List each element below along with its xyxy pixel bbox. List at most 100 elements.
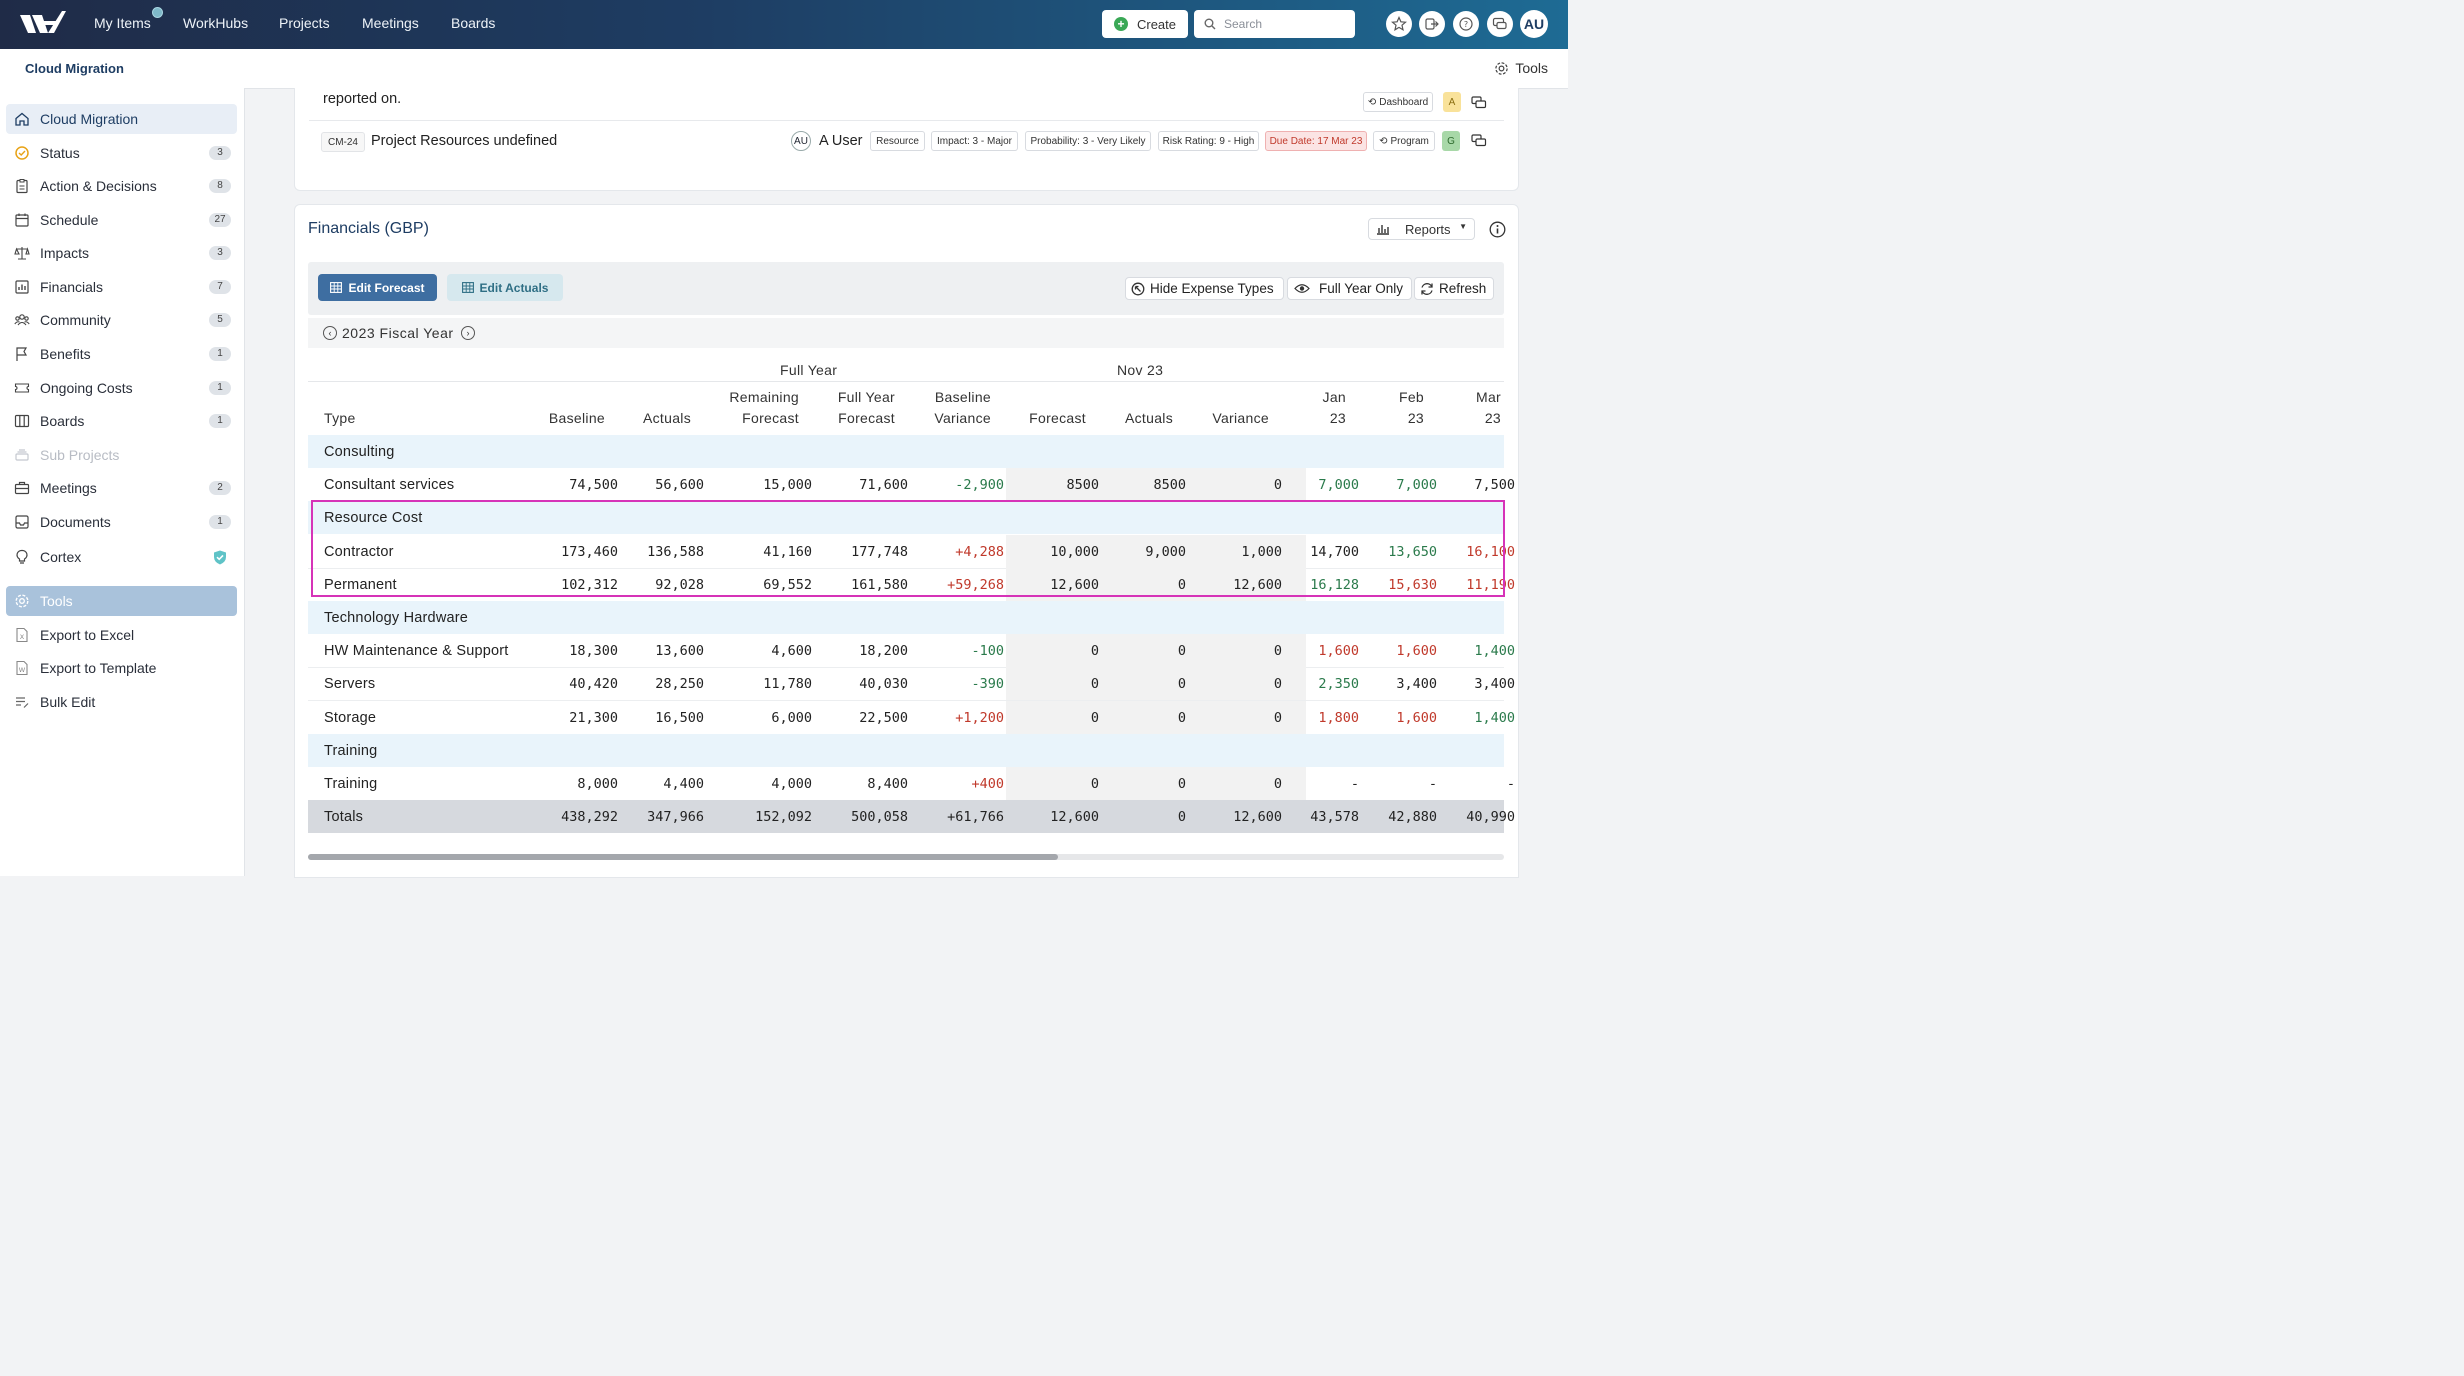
cell-forecast: 0: [1090, 709, 1099, 726]
count-badge: 3: [209, 146, 231, 160]
cell-baseline-variance: -390: [971, 676, 1004, 693]
create-button[interactable]: + Create: [1102, 10, 1188, 38]
cell-month-actuals: 0: [1177, 576, 1186, 593]
breadcrumb[interactable]: Cloud Migration: [25, 61, 124, 76]
cell-jan: 7,000: [1318, 477, 1359, 494]
nav-meetings[interactable]: Meetings: [362, 15, 419, 31]
sidebar-item-export-template[interactable]: W Export to Template: [6, 653, 237, 683]
comments-icon[interactable]: [1471, 134, 1487, 148]
nav-workhubs[interactable]: WorkHubs: [183, 15, 249, 31]
row-label: Contractor: [324, 543, 394, 560]
reports-dropdown[interactable]: Reports ▼: [1368, 218, 1475, 240]
cell-remaining-forecast: 11,780: [763, 676, 812, 693]
search-placeholder: Search: [1224, 17, 1263, 31]
cell-month-actuals: 0: [1177, 776, 1186, 792]
cell-actuals: 28,250: [655, 676, 704, 693]
refresh-icon: [1421, 283, 1433, 295]
row-label: Totals: [324, 809, 364, 826]
sidebar-item-cloud-migration[interactable]: Cloud Migration: [6, 104, 237, 134]
column-header-jan: Jan 23: [1246, 387, 1346, 429]
nav-projects[interactable]: Projects: [279, 15, 330, 31]
columns-icon: [14, 414, 30, 428]
horizontal-scrollbar[interactable]: [308, 854, 1504, 860]
sidebar-item-boards[interactable]: Boards 1: [6, 406, 237, 436]
scrollbar-thumb[interactable]: [308, 854, 1058, 860]
sidebar-item-financials[interactable]: Financials 7: [6, 272, 237, 302]
cell-baseline: 102,312: [561, 576, 618, 593]
chat-icon[interactable]: [1487, 11, 1513, 37]
list-edit-icon: [16, 697, 29, 708]
cell-baseline-variance: +61,766: [947, 809, 1004, 826]
count-badge: 3: [209, 246, 231, 260]
cell-remaining-forecast: 152,092: [755, 809, 812, 826]
sidebar-item-cortex[interactable]: Cortex: [6, 542, 237, 572]
nav-my-items[interactable]: My Items: [94, 15, 151, 31]
star-icon[interactable]: [1386, 11, 1412, 37]
bulb-icon: [16, 549, 28, 564]
column-header-month-actuals: Actuals: [1124, 410, 1173, 426]
sidebar-item-status[interactable]: Status 3: [6, 138, 237, 168]
sidebar-item-schedule[interactable]: Schedule 27: [6, 205, 237, 235]
cell-full-year-forecast: 22,500: [859, 709, 908, 726]
header-line: Full Year: [837, 389, 895, 405]
sidebar-item-action-decisions[interactable]: Action & Decisions 8: [6, 171, 237, 201]
svg-text:?: ?: [1464, 20, 1468, 29]
comments-icon[interactable]: [1471, 96, 1487, 110]
tools-button[interactable]: Tools: [1494, 60, 1548, 76]
financials-card: Financials (GBP) Reports ▼ Edit Forecast…: [294, 204, 1519, 878]
cell-mar: 1,400: [1474, 709, 1515, 726]
full-year-only-toggle[interactable]: Full Year Only: [1287, 277, 1412, 300]
cell-jan: 14,700: [1310, 543, 1359, 560]
link-icon: ⟲: [1367, 96, 1377, 108]
app-logo-icon[interactable]: [18, 9, 68, 39]
sidebar-item-meetings[interactable]: Meetings 2: [6, 473, 237, 503]
sidebar-item-bulk-edit[interactable]: Bulk Edit: [6, 687, 237, 717]
cell-jan: -: [1350, 776, 1359, 792]
header-line: Mar: [1475, 389, 1501, 405]
column-header-forecast: Forecast: [1029, 410, 1086, 426]
sidebar-item-benefits[interactable]: Benefits 1: [6, 339, 237, 369]
count-badge: 1: [209, 347, 231, 361]
hide-expense-types-button[interactable]: Hide Expense Types: [1125, 277, 1284, 300]
nav-boards[interactable]: Boards: [451, 15, 496, 31]
sidebar-item-community[interactable]: Community 5: [6, 305, 237, 335]
sidebar-item-documents[interactable]: Documents 1: [6, 507, 237, 537]
edit-forecast-label: Edit Forecast: [348, 280, 425, 295]
header-line: 23: [1329, 410, 1346, 426]
column-header-baseline: Baseline: [548, 410, 605, 426]
cell-month-actuals: 0: [1177, 676, 1186, 693]
sidebar: Cloud Migration Status 3 Action & Decisi…: [0, 88, 245, 876]
totals-row: Totals 438,292 347,966 152,092 500,058 +61,76…: [308, 800, 1515, 834]
search-input[interactable]: Search: [1194, 10, 1355, 38]
sidebar-item-ongoing-costs[interactable]: Ongoing Costs 1: [6, 373, 237, 403]
user-avatar[interactable]: AU: [1520, 10, 1548, 38]
hide-icon: [1131, 282, 1145, 296]
program-link-tag[interactable]: ⟲ Program: [1373, 131, 1435, 151]
sidebar-item-export-excel[interactable]: X Export to Excel: [6, 620, 237, 650]
sign-out-icon[interactable]: [1419, 11, 1445, 37]
cell-full-year-forecast: 500,058: [851, 809, 908, 826]
sidebar-item-impacts[interactable]: Impacts 3: [6, 238, 237, 268]
group-header-full-year: Full Year: [780, 362, 838, 378]
due-date-tag: Due Date: 17 Mar 23: [1265, 131, 1367, 151]
next-year-icon[interactable]: ›: [461, 326, 475, 340]
dashboard-link-tag[interactable]: ⟲ Dashboard: [1363, 92, 1433, 112]
clipboard-icon: [16, 179, 28, 194]
cell-remaining-forecast: 4,600: [771, 643, 812, 660]
cell-variance: 0: [1273, 477, 1282, 494]
cell-actuals: 16,500: [655, 709, 704, 726]
flag-icon: [16, 347, 28, 361]
edit-actuals-button[interactable]: Edit Actuals: [447, 274, 563, 301]
sidebar-item-label: Community: [40, 312, 111, 328]
count-badge: 7: [209, 280, 231, 294]
sidebar-item-tools[interactable]: Tools: [6, 586, 237, 616]
previous-year-icon[interactable]: ‹: [323, 326, 337, 340]
info-icon[interactable]: [1489, 221, 1506, 238]
risk-title[interactable]: Project Resources undefined: [371, 133, 558, 149]
refresh-button[interactable]: Refresh: [1414, 277, 1494, 300]
create-label: Create: [1136, 16, 1177, 32]
cell-baseline: 438,292: [561, 809, 618, 826]
risk-description-partial: reported on.: [323, 91, 402, 107]
edit-forecast-button[interactable]: Edit Forecast: [318, 274, 437, 301]
help-icon[interactable]: ?: [1453, 11, 1479, 37]
